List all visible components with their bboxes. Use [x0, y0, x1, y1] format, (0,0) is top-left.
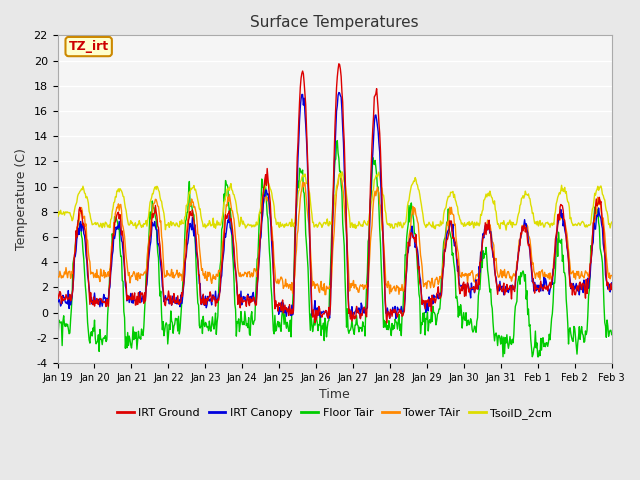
Legend: IRT Ground, IRT Canopy, Floor Tair, Tower TAir, TsoilD_2cm: IRT Ground, IRT Canopy, Floor Tair, Towe…	[113, 403, 557, 423]
X-axis label: Time: Time	[319, 388, 350, 401]
Title: Surface Temperatures: Surface Temperatures	[250, 15, 419, 30]
Y-axis label: Temperature (C): Temperature (C)	[15, 148, 28, 250]
Text: TZ_irt: TZ_irt	[68, 40, 109, 53]
